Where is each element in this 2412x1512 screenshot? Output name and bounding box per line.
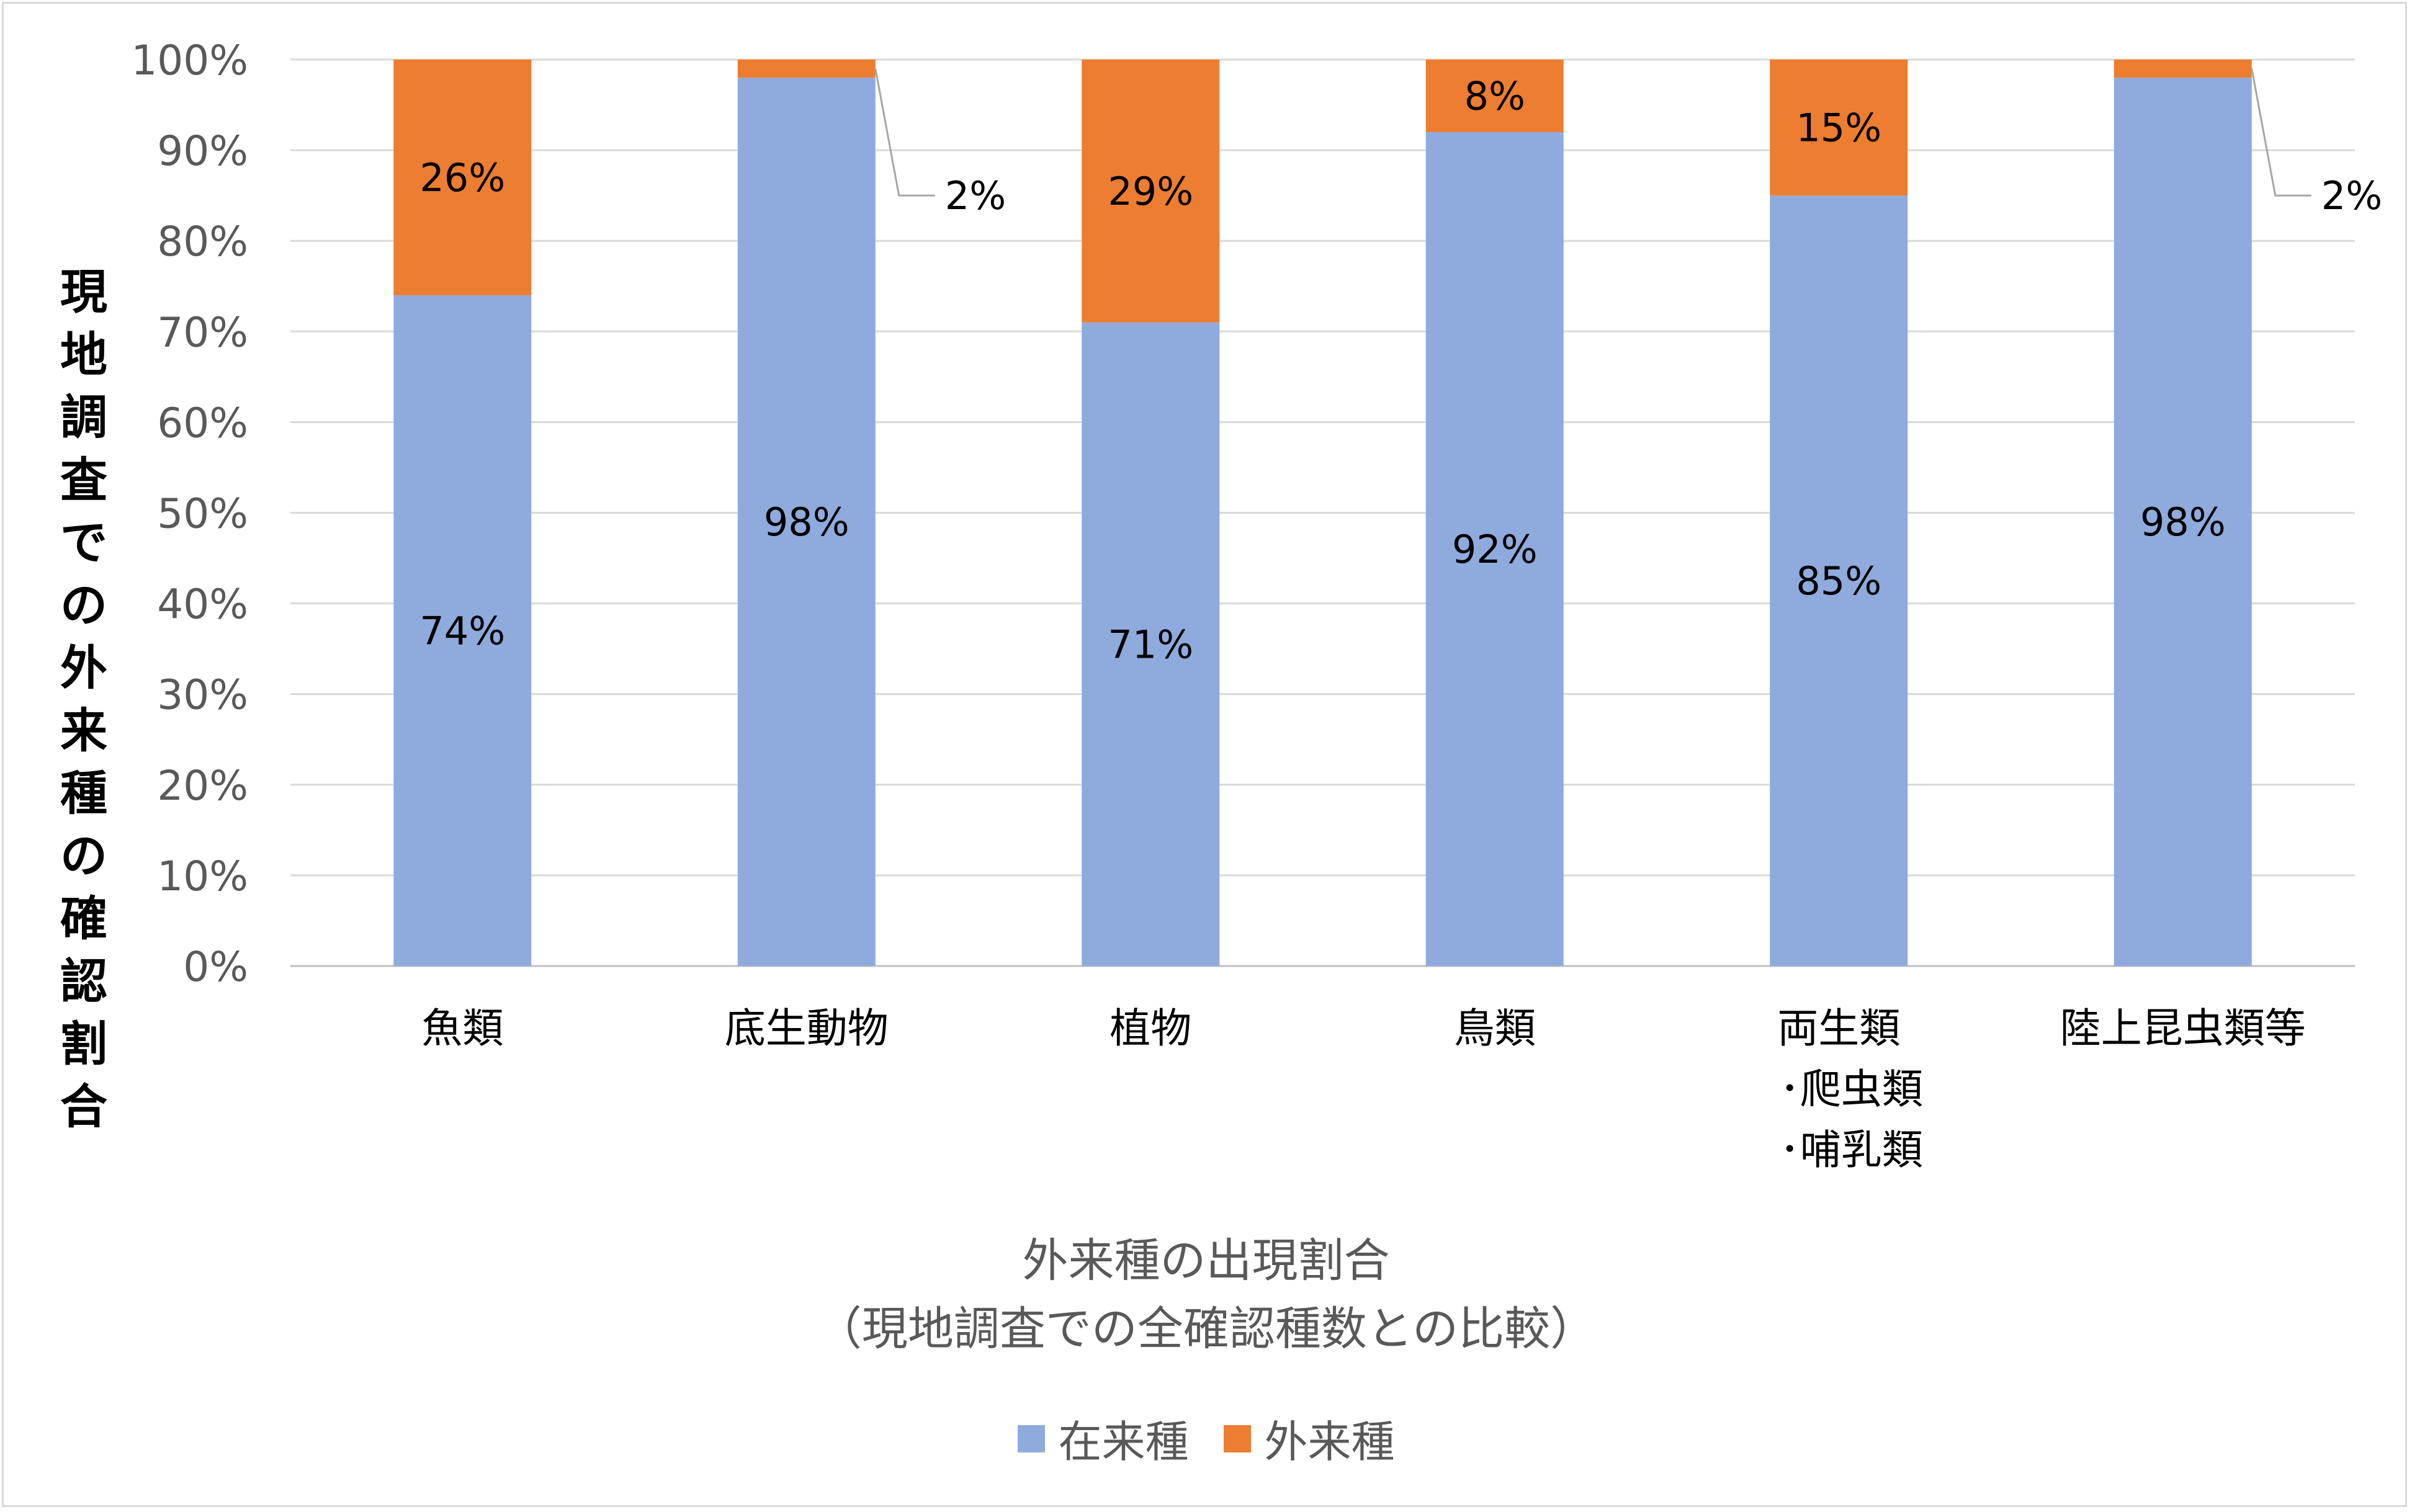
x-category-label: ･哺乳類: [1780, 1126, 1923, 1174]
y-axis-title-char: 来: [60, 703, 107, 758]
legend-item: 在来種: [1017, 1407, 1189, 1470]
y-tick-label: 70%: [157, 308, 248, 356]
y-axis-title: 現地調査での外来種の確認割合: [50, 261, 118, 1134]
y-axis-title-char: 査: [60, 452, 107, 508]
data-label: 29%: [1108, 169, 1193, 214]
data-label: 85%: [1796, 558, 1881, 604]
y-axis-title-char: 種: [60, 766, 107, 821]
data-label: 8%: [1464, 73, 1525, 119]
y-tick-label: 40%: [157, 581, 248, 629]
x-axis-title-line2: （現地調査での全確認種数との比較）: [815, 1302, 1597, 1356]
y-axis-title-char: 確: [60, 891, 107, 946]
x-axis-categories: 魚類 底生動物 植物 鳥類 両生類 ･爬虫類 ･哺乳類 陸上昆虫類等: [421, 1004, 2306, 1174]
y-axis-title-char: 調: [60, 390, 107, 445]
y-tick-label: 90%: [157, 127, 248, 175]
data-label: 71%: [1108, 622, 1193, 667]
x-category-label: ･爬虫類: [1780, 1065, 1923, 1113]
bar-segment: [1770, 60, 1908, 196]
bar-segment: [393, 295, 532, 966]
data-label: 98%: [2140, 499, 2226, 545]
data-label: 15%: [1796, 105, 1881, 151]
data-label: 92%: [1452, 527, 1538, 572]
data-label: 98%: [764, 499, 850, 545]
legend-label: 在来種: [1058, 1416, 1189, 1467]
leader-line: [2251, 68, 2311, 197]
y-axis-title-char: 地: [60, 327, 107, 382]
leader-line: [874, 68, 935, 197]
data-label: 2%: [2321, 173, 2382, 218]
bar-segment: [2114, 60, 2252, 78]
legend: 在来種 外来種: [0, 1407, 2412, 1470]
bars: 74% 26% 98% 2% 71% 29% 92% 8% 85% 15% 98% 2%: [393, 60, 2382, 967]
y-tick-label: 30%: [157, 671, 248, 719]
y-axis-title-char: 割: [60, 1016, 107, 1071]
bar-segment: [393, 60, 532, 295]
y-tick-label: 60%: [157, 399, 248, 447]
y-axis-title-char: 外: [60, 640, 107, 696]
y-tick-label: 100%: [131, 37, 248, 84]
legend-label: 外来種: [1264, 1416, 1395, 1467]
y-axis-title-char: 認: [60, 954, 107, 1009]
data-label: 2%: [945, 173, 1006, 218]
y-axis-ticks: 0% 10% 20% 30% 40% 50% 60% 70% 80% 90% 100%: [131, 37, 248, 991]
bar-segment: [1082, 322, 1220, 967]
data-label: 26%: [419, 155, 505, 200]
y-axis-title-char: の: [60, 578, 107, 633]
x-category-label: 底生動物: [725, 1004, 889, 1052]
y-tick-label: 20%: [157, 762, 248, 810]
y-tick-label: 80%: [157, 218, 248, 266]
bar-segment: [1082, 60, 1220, 323]
x-category-label: 魚類: [421, 1004, 503, 1052]
x-category-label: 両生類: [1777, 1004, 1900, 1052]
y-axis-title-char: で: [60, 515, 107, 570]
bar-segment: [1425, 132, 1564, 966]
legend-swatch: [1223, 1425, 1251, 1452]
x-category-label: 陸上昆虫類等: [2060, 1004, 2306, 1052]
x-axis-title-line1: 外来種の出現割合: [1022, 1234, 1390, 1287]
y-axis-title-char: 合: [60, 1079, 107, 1134]
x-category-label: 植物: [1110, 1004, 1191, 1052]
bar-segment: [1425, 60, 1564, 132]
y-axis-title-char: 現: [60, 264, 107, 320]
y-tick-label: 50%: [157, 490, 248, 538]
bar-segment: [2114, 78, 2252, 967]
x-category-label: 鳥類: [1454, 1004, 1536, 1052]
gridlines: [290, 58, 2355, 967]
y-tick-label: 10%: [157, 852, 248, 900]
bar-segment: [737, 60, 876, 78]
legend-swatch: [1017, 1425, 1045, 1452]
bar-segment: [1770, 195, 1908, 966]
data-label: 74%: [419, 608, 505, 653]
y-tick-label: 0%: [183, 943, 248, 991]
bar-segment: [737, 78, 876, 967]
legend-item: 外来種: [1223, 1407, 1395, 1470]
y-axis-title-char: の: [60, 828, 107, 883]
